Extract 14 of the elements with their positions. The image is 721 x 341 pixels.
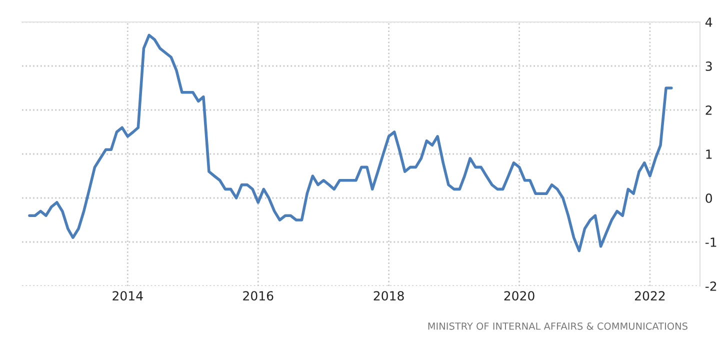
line-series [28, 34, 673, 252]
y-tick-label: -2 [705, 281, 716, 291]
x-tick-label: 2014 [112, 291, 143, 301]
x-tick-label: 2018 [374, 291, 404, 301]
y-tick-label: -1 [705, 238, 716, 247]
y-tick-label: 1 [706, 150, 712, 159]
y-tick-label: 2 [706, 105, 712, 115]
y-tick-label: 3 [706, 61, 712, 71]
x-tick-label: 2016 [243, 291, 274, 301]
y-tick-label: 0 [706, 193, 712, 203]
x-tick-label: 2022 [634, 291, 665, 301]
y-tick-label: 4 [705, 18, 712, 27]
text: MINISTRY OF INTERNAL AFFAIRS & COMMUNICATIONS [428, 322, 688, 330]
x-tick-label: 2020 [504, 291, 534, 301]
